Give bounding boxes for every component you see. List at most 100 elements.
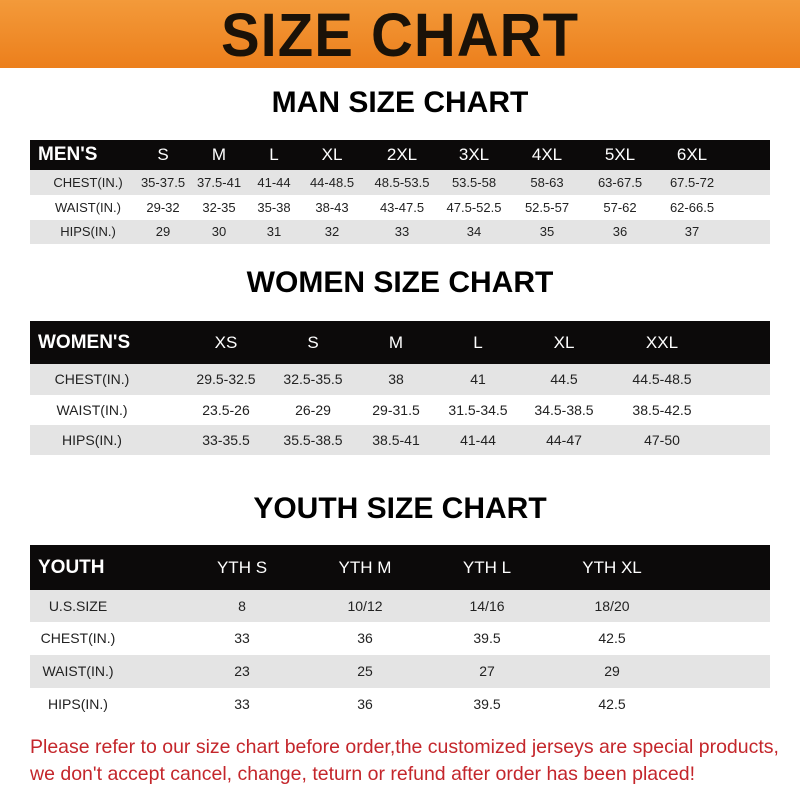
table-cell: 26-29: [295, 402, 331, 418]
size-header: 6XL: [676, 145, 708, 164]
size-header: 5XL: [604, 145, 636, 164]
table-cell: 63-67.5: [597, 175, 643, 190]
table-cell: 14/16: [469, 598, 505, 614]
table-cell: 36: [357, 696, 373, 712]
table-cell: 32.5-35.5: [283, 371, 343, 387]
size-header: XS: [214, 333, 238, 352]
table-cell: 29-32: [146, 200, 180, 215]
table-cell: 38.5-42.5: [632, 402, 692, 418]
table-cell: 37.5-41: [196, 175, 242, 190]
table-row: CHEST(IN.) 33 36 39.5 42.5: [30, 622, 770, 655]
table-row: CHEST(IN.) 35-37.5 37.5-41 41-44 44-48.5 48.5…: [30, 170, 770, 195]
size-header: XL: [553, 333, 575, 352]
size-header: XL: [321, 145, 343, 164]
youth-size-table: YOUTH YTH S YTH M YTH L YTH XL U.S.SIZE 8 10/12…: [30, 545, 770, 720]
table-cell: 44.5: [550, 371, 578, 387]
table-cell: 47.5-52.5: [446, 200, 502, 215]
table-cell: 53.5-58: [451, 175, 497, 190]
table-cell: 44-47: [546, 432, 582, 448]
size-chart-banner: SIZE CHART: [0, 0, 800, 70]
table-row: CHEST(IN.) 29.5-32.5 32.5-35.5 38 41 44.5 44.5…: [30, 364, 770, 395]
youth-title: YOUTH SIZE CHART: [253, 492, 547, 525]
table-cell: 18/20: [594, 598, 630, 614]
table-row: WAIST(IN.) 23 25 27 29: [30, 655, 770, 688]
size-header: 3XL: [458, 145, 490, 164]
table-cell: 34.5-38.5: [534, 402, 594, 418]
size-header: M: [388, 333, 404, 352]
women-size-table: WOMEN'S XS S M L XL XXL CHEST(IN.) 29.5-32.5 32.5…: [30, 321, 770, 455]
size-header: YTH S: [216, 558, 268, 577]
table-cell: 35-38: [257, 200, 291, 215]
measure-label: HIPS(IN.): [60, 224, 116, 239]
measure-label: CHEST(IN.): [40, 630, 116, 646]
banner-title: SIZE CHART: [221, 1, 579, 70]
measure-label: CHEST(IN.): [53, 175, 123, 190]
table-cell: 42.5: [598, 630, 626, 646]
size-header: L: [473, 333, 483, 352]
men-size-table: MEN'S S M L XL 2XL 3XL 4XL 5XL 6XL CHEST(IN.) 35-37…: [30, 140, 770, 244]
size-header: L: [269, 145, 279, 164]
table-cell: 44-48.5: [309, 175, 355, 190]
table-cell: 38: [388, 371, 404, 387]
table-cell: 38-43: [315, 200, 349, 215]
table-cell: 36: [357, 630, 373, 646]
measure-label: CHEST(IN.): [54, 371, 130, 387]
table-row: HIPS(IN.) 29 30 31 32 33 34 35 36 37: [30, 220, 770, 244]
table-row: WAIST(IN.) 29-32 32-35 35-38 38-43 43-47.5 47.…: [30, 195, 770, 220]
table-cell: 23.5-26: [202, 402, 250, 418]
table-cell: 44.5-48.5: [632, 371, 692, 387]
size-header: XXL: [645, 333, 679, 352]
size-header: YTH L: [462, 558, 512, 577]
table-cell: 35.5-38.5: [283, 432, 343, 448]
table-cell: 33: [234, 696, 250, 712]
table-cell: 48.5-53.5: [374, 175, 430, 190]
size-header: S: [307, 333, 319, 352]
table-cell: 8: [238, 598, 246, 614]
table-cell: 34: [466, 224, 482, 239]
size-header: 2XL: [386, 145, 418, 164]
table-cell: 62-66.5: [669, 200, 715, 215]
table-cell: 58-63: [530, 175, 564, 190]
table-cell: 29-31.5: [372, 402, 420, 418]
size-header: YTH XL: [582, 558, 642, 577]
table-row: HIPS(IN.) 33 36 39.5 42.5: [30, 688, 770, 720]
table-label-header: YOUTH: [38, 557, 105, 578]
order-notice: Please refer to our size chart before or…: [30, 736, 779, 785]
measure-label: HIPS(IN.): [48, 696, 108, 712]
table-cell: 33-35.5: [202, 432, 250, 448]
table-cell: 25: [357, 663, 373, 679]
table-cell: 39.5: [473, 630, 501, 646]
table-cell: 27: [479, 663, 495, 679]
table-cell: 32: [324, 224, 340, 239]
table-cell: 23: [234, 663, 250, 679]
size-header: M: [211, 145, 227, 164]
table-cell: 10/12: [347, 598, 383, 614]
table-cell: 30: [211, 224, 227, 239]
table-cell: 31.5-34.5: [448, 402, 508, 418]
table-cell: 29: [604, 663, 620, 679]
table-cell: 42.5: [598, 696, 626, 712]
table-cell: 41-44: [460, 432, 496, 448]
table-header-row: WOMEN'S XS S M L XL XXL: [30, 321, 770, 364]
measure-label: WAIST(IN.): [55, 200, 121, 215]
table-row: U.S.SIZE 8 10/12 14/16 18/20: [30, 590, 770, 622]
table-cell: 33: [394, 224, 410, 239]
measure-label: U.S.SIZE: [48, 598, 108, 614]
table-cell: 36: [612, 224, 628, 239]
table-row: WAIST(IN.) 23.5-26 26-29 29-31.5 31.5-34.5 34…: [30, 395, 770, 425]
table-cell: 57-62: [603, 200, 637, 215]
table-cell: 39.5: [473, 696, 501, 712]
table-cell: 33: [234, 630, 250, 646]
table-cell: 31: [266, 224, 282, 239]
table-cell: 37: [684, 224, 700, 239]
table-cell: 41: [470, 371, 486, 387]
table-cell: 41-44: [257, 175, 291, 190]
women-title: WOMEN SIZE CHART: [246, 266, 554, 299]
table-row: HIPS(IN.) 33-35.5 35.5-38.5 38.5-41 41-44 44-…: [30, 425, 770, 455]
table-cell: 38.5-41: [372, 432, 420, 448]
table-cell: 29.5-32.5: [196, 371, 256, 387]
table-cell: 47-50: [644, 432, 680, 448]
table-cell: 35-37.5: [140, 175, 186, 190]
measure-label: HIPS(IN.): [62, 432, 122, 448]
table-label-header: MEN'S: [38, 144, 98, 165]
